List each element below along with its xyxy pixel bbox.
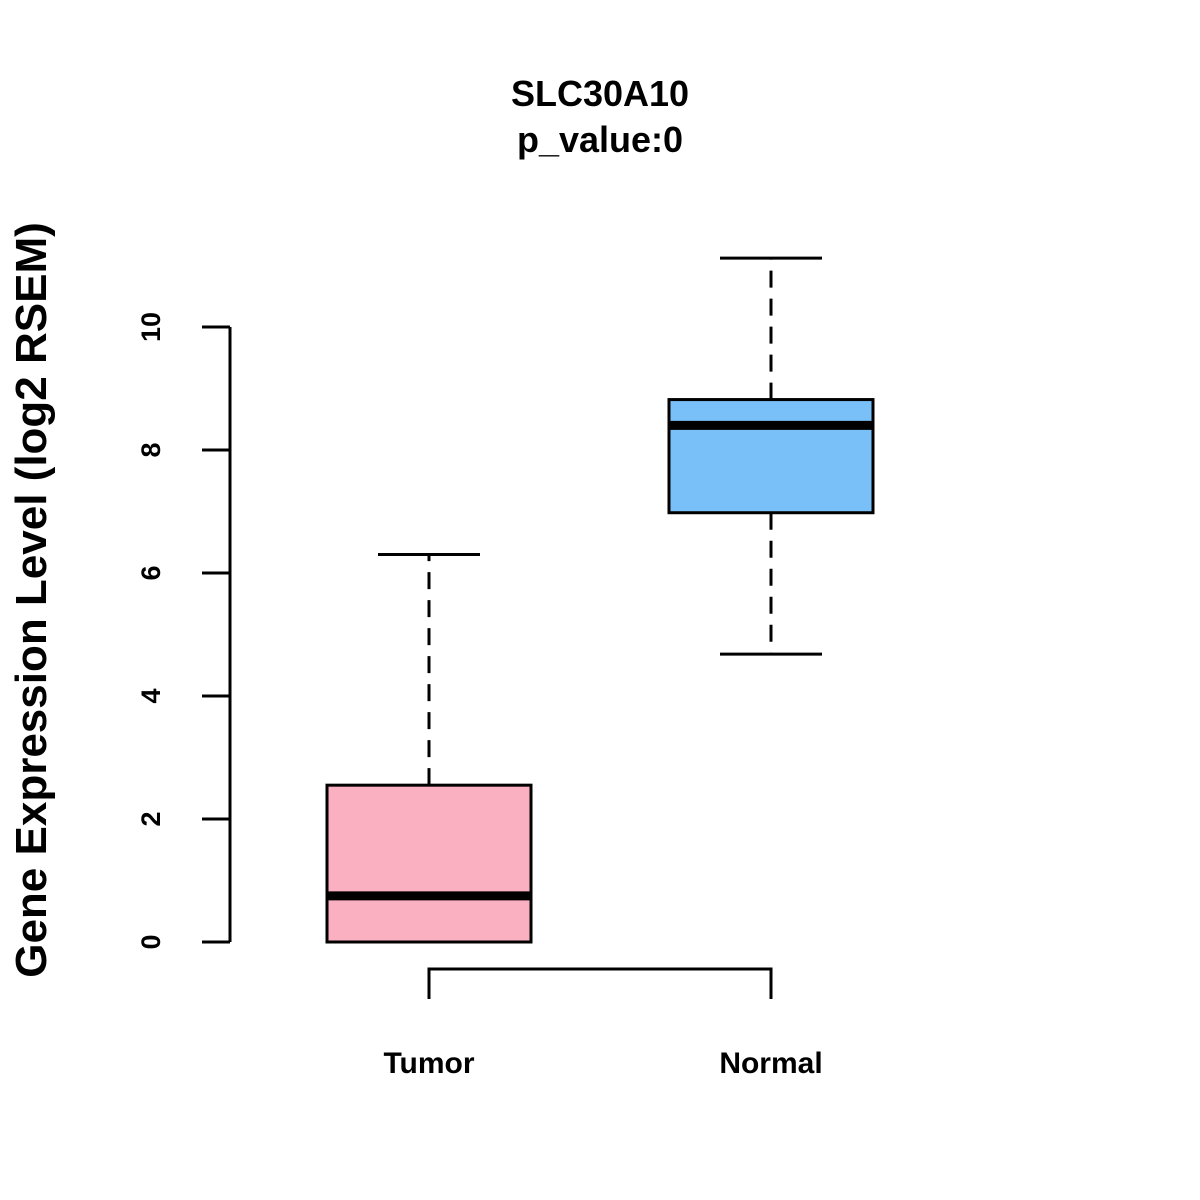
y-tick-label-6: 6 (136, 565, 166, 580)
x-axis-labels: Tumor Normal (383, 1047, 822, 1080)
y-axis-label: Gene Expression Level (log2 RSEM) (7, 222, 56, 978)
y-tick-label-8: 8 (136, 442, 166, 457)
iqr-box-normal (667, 398, 875, 515)
boxes-group (325, 256, 875, 944)
bracket-line (427, 967, 773, 999)
box-normal (667, 256, 875, 656)
chart-subtitle: p_value:0 (517, 119, 683, 160)
y-tick-label-10: 10 (136, 312, 166, 342)
y-tick-label-4: 4 (136, 688, 166, 703)
x-label-tumor: Tumor (383, 1047, 474, 1080)
chart-title: SLC30A10 (511, 73, 689, 114)
y-tick-label-2: 2 (136, 811, 166, 826)
y-axis: 0 2 4 6 8 10 (136, 312, 232, 950)
box-tumor (325, 553, 533, 944)
x-label-normal: Normal (719, 1047, 822, 1080)
comparison-bracket (427, 967, 773, 999)
y-tick-label-0: 0 (136, 934, 166, 949)
iqr-box-tumor (325, 783, 533, 944)
